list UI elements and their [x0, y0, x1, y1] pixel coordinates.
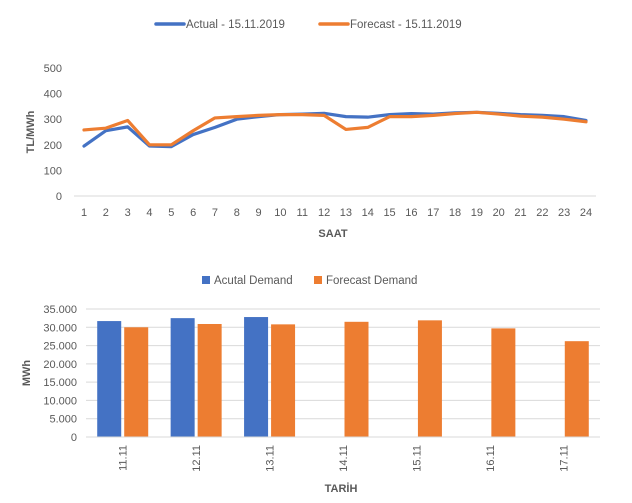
- line-chart-x-tick-label: 7: [212, 207, 218, 219]
- line-chart-x-axis-title: SAAT: [318, 228, 347, 240]
- legend-square-marker: [202, 276, 210, 284]
- line-chart-legend: Actual - 15.11.2019 Forecast - 15.11.2019: [154, 19, 462, 31]
- bar-chart-legend: Acutal Demand Forecast Demand: [202, 275, 417, 287]
- line-chart-y-axis-title: TL/MWh: [25, 110, 37, 153]
- line-chart-x-tick-label: 23: [558, 207, 570, 219]
- line-chart-x-ticks: 1 2 3 4 5 6 7 8 9 10 11 12 13 14 15 16 17 18 19 20 21 22 23 24: [81, 207, 592, 219]
- line-chart-y-tick-label: 300: [44, 114, 62, 126]
- bar-chart-x-tick-label: 14.11: [338, 445, 350, 472]
- bar-chart-bars: [97, 317, 589, 437]
- bar-chart-x-tick-label: 13.11: [265, 445, 277, 472]
- bar-chart-y-tick-label: 0: [71, 432, 77, 444]
- bar-forecast-demand: [417, 320, 442, 437]
- bar-forecast-demand: [344, 321, 369, 437]
- bar-chart-y-axis-title: MWh: [21, 360, 33, 387]
- bar-chart-x-tick-label: 15.11: [411, 445, 423, 472]
- bar-chart-x-axis-title: TARİH: [325, 482, 358, 495]
- line-chart: Actual - 15.11.2019 Forecast - 15.11.2019…: [25, 19, 596, 240]
- line-chart-x-tick-label: 14: [362, 207, 374, 219]
- line-chart-x-tick-label: 12: [318, 207, 330, 219]
- line-chart-x-tick-label: 22: [536, 207, 548, 219]
- line-chart-y-tick-label: 0: [56, 191, 62, 203]
- line-chart-x-tick-label: 11: [297, 207, 308, 219]
- line-chart-x-tick-label: 6: [190, 207, 196, 219]
- line-chart-x-tick-label: 8: [234, 207, 240, 219]
- line-series-actual: [82, 110, 588, 149]
- bar-forecast-demand: [271, 324, 296, 437]
- bar-actual-demand: [244, 317, 269, 437]
- bar-chart-y-tick-label: 35.000: [43, 304, 77, 316]
- bar-chart-y-tick-label: 5.000: [49, 414, 77, 426]
- legend-label: Forecast Demand: [326, 275, 417, 287]
- bar-chart-x-tick-label: 16.11: [485, 445, 497, 472]
- bar-chart-y-tick-label: 10.000: [43, 395, 77, 407]
- line-chart-x-tick-label: 4: [146, 207, 152, 219]
- line-chart-x-tick-label: 1: [81, 207, 87, 219]
- line-chart-x-tick-label: 13: [340, 207, 352, 219]
- line-chart-x-tick-label: 24: [580, 207, 592, 219]
- line-chart-x-tick-label: 5: [168, 207, 174, 219]
- legend-label: Actual - 15.11.2019: [186, 19, 285, 31]
- bar-chart-x-tick-label: 17.11: [558, 445, 570, 472]
- line-chart-series: [82, 110, 588, 149]
- line-series-forecast: [82, 110, 588, 147]
- line-chart-y-ticks: 0 100 200 300 400 500: [44, 63, 62, 203]
- line-chart-x-tick-label: 20: [493, 207, 505, 219]
- line-chart-x-tick-label: 3: [125, 207, 131, 219]
- bar-chart-x-tick-label: 11.11: [118, 445, 130, 471]
- line-chart-x-tick-label: 16: [405, 207, 417, 219]
- line-chart-x-tick-label: 19: [471, 207, 483, 219]
- line-chart-y-tick-label: 500: [44, 63, 62, 75]
- bar-actual-demand: [97, 321, 122, 437]
- line-chart-y-tick-label: 100: [44, 165, 62, 177]
- bar-chart-gridlines: [86, 308, 600, 420]
- bar-chart-y-tick-label: 20.000: [43, 359, 77, 371]
- bar-chart-x-ticks: 11.11 12.11 13.11 14.11 15.11 16.11 17.11: [118, 445, 571, 472]
- line-chart-x-tick-label: 18: [449, 207, 461, 219]
- line-chart-y-tick-label: 200: [44, 140, 62, 152]
- line-chart-x-tick-label: 15: [383, 207, 395, 219]
- line-chart-x-tick-label: 9: [256, 207, 262, 219]
- bar-chart-y-tick-label: 15.000: [43, 377, 77, 389]
- bar-chart-y-tick-label: 30.000: [43, 322, 77, 334]
- bar-chart-y-ticks: 0 5.000 10.000 15.000 20.000 25.000 30.000 35.0…: [43, 304, 77, 444]
- bar-forecast-demand: [124, 327, 149, 437]
- bar-forecast-demand: [491, 328, 516, 437]
- line-chart-x-tick-label: 10: [274, 207, 286, 219]
- bar-forecast-demand: [564, 341, 589, 437]
- bar-chart: Acutal Demand Forecast Demand 0 5.000 10.00…: [21, 275, 600, 495]
- bar-chart-y-tick-label: 25.000: [43, 341, 77, 353]
- legend-square-marker: [314, 276, 322, 284]
- bar-actual-demand: [170, 318, 195, 437]
- legend-label: Forecast - 15.11.2019: [350, 19, 462, 31]
- line-chart-x-tick-label: 2: [103, 207, 109, 219]
- legend-label: Acutal Demand: [214, 275, 293, 287]
- line-chart-x-tick-label: 17: [427, 207, 439, 219]
- line-chart-x-tick-label: 21: [514, 207, 526, 219]
- bar-chart-x-tick-label: 12.11: [191, 445, 203, 472]
- bar-forecast-demand: [197, 323, 222, 437]
- line-chart-y-tick-label: 400: [44, 89, 62, 101]
